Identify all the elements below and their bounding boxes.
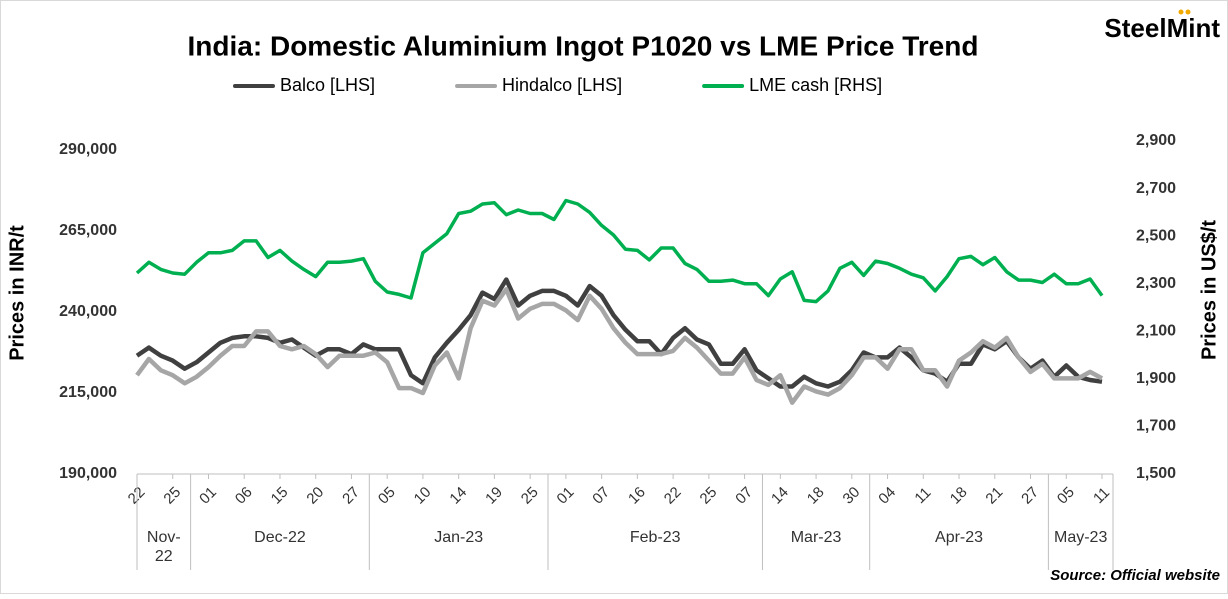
series-line <box>135 198 1104 304</box>
legend-label: Balco [LHS] <box>280 75 375 95</box>
y2-tick-label: 2,300 <box>1136 275 1176 292</box>
y2-axis-title: Prices in US$/t <box>1198 220 1220 360</box>
group-label: Apr-23 <box>935 529 983 546</box>
series-line <box>135 287 1104 405</box>
group-label: May-23 <box>1054 529 1107 546</box>
group-label-part: 22 <box>155 548 173 565</box>
y2-tick-label: 2,900 <box>1136 132 1176 149</box>
y-tick-label: 290,000 <box>59 141 117 158</box>
y-tick-label: 215,000 <box>59 384 117 401</box>
group-label: Feb-23 <box>630 529 681 546</box>
group-label: Nov- 22 <box>147 529 181 565</box>
logo: SteelMint <box>1104 13 1220 43</box>
source: Source: Official website <box>1050 567 1220 584</box>
y2-tick-label: 1,900 <box>1136 370 1176 387</box>
y-tick-label: 240,000 <box>59 303 117 320</box>
group-label: Mar-23 <box>791 529 842 546</box>
y-tick-label: 265,000 <box>59 222 117 239</box>
group-label: Jan-23 <box>434 529 483 546</box>
y-axis-title: Prices in INR/t <box>6 225 28 361</box>
logo-dot <box>1178 9 1184 15</box>
legend-label: Hindalco [LHS] <box>502 75 622 95</box>
y-tick-label: 190,000 <box>59 465 117 482</box>
chart-title: India: Domestic Aluminium Ingot P1020 vs… <box>188 30 979 61</box>
group-label: Dec-22 <box>254 529 306 546</box>
y2-tick-label: 2,500 <box>1136 227 1176 244</box>
y2-tick-label: 2,100 <box>1136 323 1176 340</box>
legend-label: LME cash [RHS] <box>749 75 882 95</box>
logo-dot <box>1185 9 1191 15</box>
y2-tick-label: 2,700 <box>1136 180 1176 197</box>
group-label-part: Nov- <box>147 529 181 546</box>
y2-tick-label: 1,700 <box>1136 418 1176 435</box>
y2-tick-label: 1,500 <box>1136 465 1176 482</box>
